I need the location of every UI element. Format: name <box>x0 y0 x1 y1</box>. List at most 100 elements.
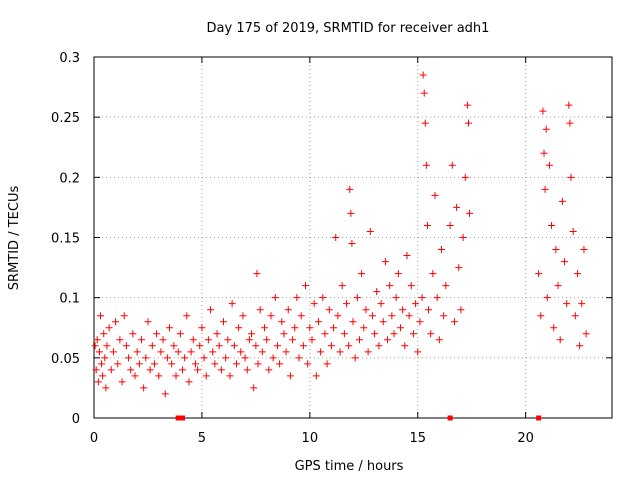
data-point <box>280 330 288 338</box>
y-tick-label: 0.1 <box>59 292 80 307</box>
data-point <box>435 336 443 344</box>
data-point <box>304 360 312 368</box>
data-point <box>348 240 356 248</box>
data-point <box>332 234 340 241</box>
data-point <box>299 342 307 350</box>
data-point <box>349 318 357 326</box>
data-point <box>466 209 474 217</box>
data-point <box>542 125 550 133</box>
data-point <box>105 324 113 332</box>
data-point <box>209 348 217 356</box>
data-series-adh1 <box>91 71 590 421</box>
data-point <box>293 294 301 302</box>
data-point <box>174 348 182 356</box>
data-point <box>414 348 422 356</box>
data-point <box>161 390 169 398</box>
data-point <box>144 318 152 326</box>
data-point <box>437 246 445 254</box>
data-point <box>273 342 281 350</box>
data-point <box>269 354 277 362</box>
data-point <box>353 294 361 302</box>
data-point <box>191 360 199 368</box>
data-point <box>360 324 368 332</box>
data-point <box>241 354 249 362</box>
data-point <box>373 288 381 296</box>
data-point <box>582 330 590 338</box>
data-point <box>325 306 333 314</box>
data-point <box>433 294 441 302</box>
data-point <box>442 282 450 290</box>
data-point <box>239 312 247 320</box>
data-point <box>396 324 404 332</box>
data-point <box>102 384 110 392</box>
data-point <box>114 360 122 368</box>
data-point <box>565 101 573 109</box>
data-point <box>340 330 348 338</box>
data-point <box>563 300 571 308</box>
data-point <box>319 294 327 302</box>
data-point <box>230 342 238 350</box>
chart-title: Day 175 of 2019, SRMTID for receiver adh… <box>207 21 490 36</box>
data-point <box>569 227 577 235</box>
data-point <box>455 264 463 272</box>
data-point <box>461 173 469 181</box>
data-point <box>355 336 363 344</box>
data-point <box>189 336 197 344</box>
data-point <box>92 366 100 374</box>
data-point <box>384 336 392 344</box>
data-point <box>159 336 167 344</box>
data-point <box>422 161 430 169</box>
data-point <box>567 173 575 181</box>
x-axis-label: GPS time / hours <box>295 459 404 474</box>
data-point <box>371 330 379 338</box>
data-point <box>93 336 101 344</box>
data-point <box>99 372 107 380</box>
data-point <box>401 342 409 350</box>
data-point <box>155 372 163 380</box>
data-point <box>321 330 329 338</box>
data-point <box>91 342 99 350</box>
data-point <box>556 336 564 344</box>
data-point <box>187 348 195 356</box>
data-point <box>366 227 374 235</box>
data-point <box>310 300 318 308</box>
data-point <box>226 372 234 380</box>
data-point <box>535 270 543 278</box>
data-point <box>103 342 111 350</box>
y-tick-label: 0.2 <box>59 171 80 186</box>
data-point <box>375 342 383 350</box>
data-point <box>540 149 548 157</box>
data-point <box>237 348 245 356</box>
data-point <box>419 71 427 79</box>
data-point <box>351 354 359 362</box>
data-point <box>118 378 126 386</box>
data-point <box>228 300 236 308</box>
data-point <box>392 294 400 302</box>
data-point <box>554 282 562 290</box>
y-axis-label: SRMTID / TECUs <box>7 186 22 291</box>
data-point <box>291 324 299 332</box>
data-point <box>420 89 428 97</box>
data-point <box>176 330 184 338</box>
data-point <box>286 372 294 380</box>
data-point <box>543 294 551 302</box>
data-point <box>185 378 193 386</box>
data-point <box>271 294 279 302</box>
x-tick-label: 10 <box>302 431 319 446</box>
data-point <box>431 191 439 199</box>
x-tick-label: 15 <box>409 431 426 446</box>
data-point <box>463 101 471 109</box>
data-point <box>200 354 208 362</box>
data-point <box>566 119 574 127</box>
data-point <box>157 348 165 356</box>
data-point <box>267 312 275 320</box>
y-tick-label: 0 <box>72 412 80 427</box>
data-point <box>289 336 297 344</box>
data-point <box>450 318 458 326</box>
data-point <box>314 318 322 326</box>
axes: 0 0.05 0.1 0.15 0.2 0.25 0.3 0 5 10 15 20 <box>51 51 613 446</box>
data-point <box>253 270 261 278</box>
data-point <box>573 270 581 278</box>
data-point <box>243 366 251 374</box>
